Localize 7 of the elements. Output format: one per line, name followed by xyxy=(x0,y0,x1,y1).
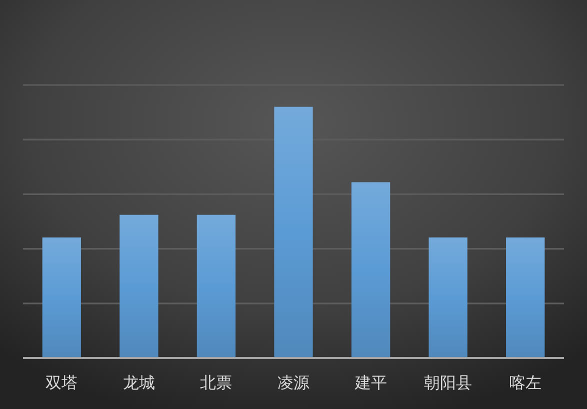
x-tick-label: 喀左 xyxy=(509,374,542,392)
x-tick-label: 朝阳县 xyxy=(424,374,472,392)
x-tick-label: 龙城 xyxy=(122,374,155,392)
x-tick-label: 北票 xyxy=(200,374,232,392)
x-tick-label: 双塔 xyxy=(46,374,78,392)
x-tick-label: 凌源 xyxy=(278,374,310,392)
x-tick-label: 建平 xyxy=(354,374,387,392)
